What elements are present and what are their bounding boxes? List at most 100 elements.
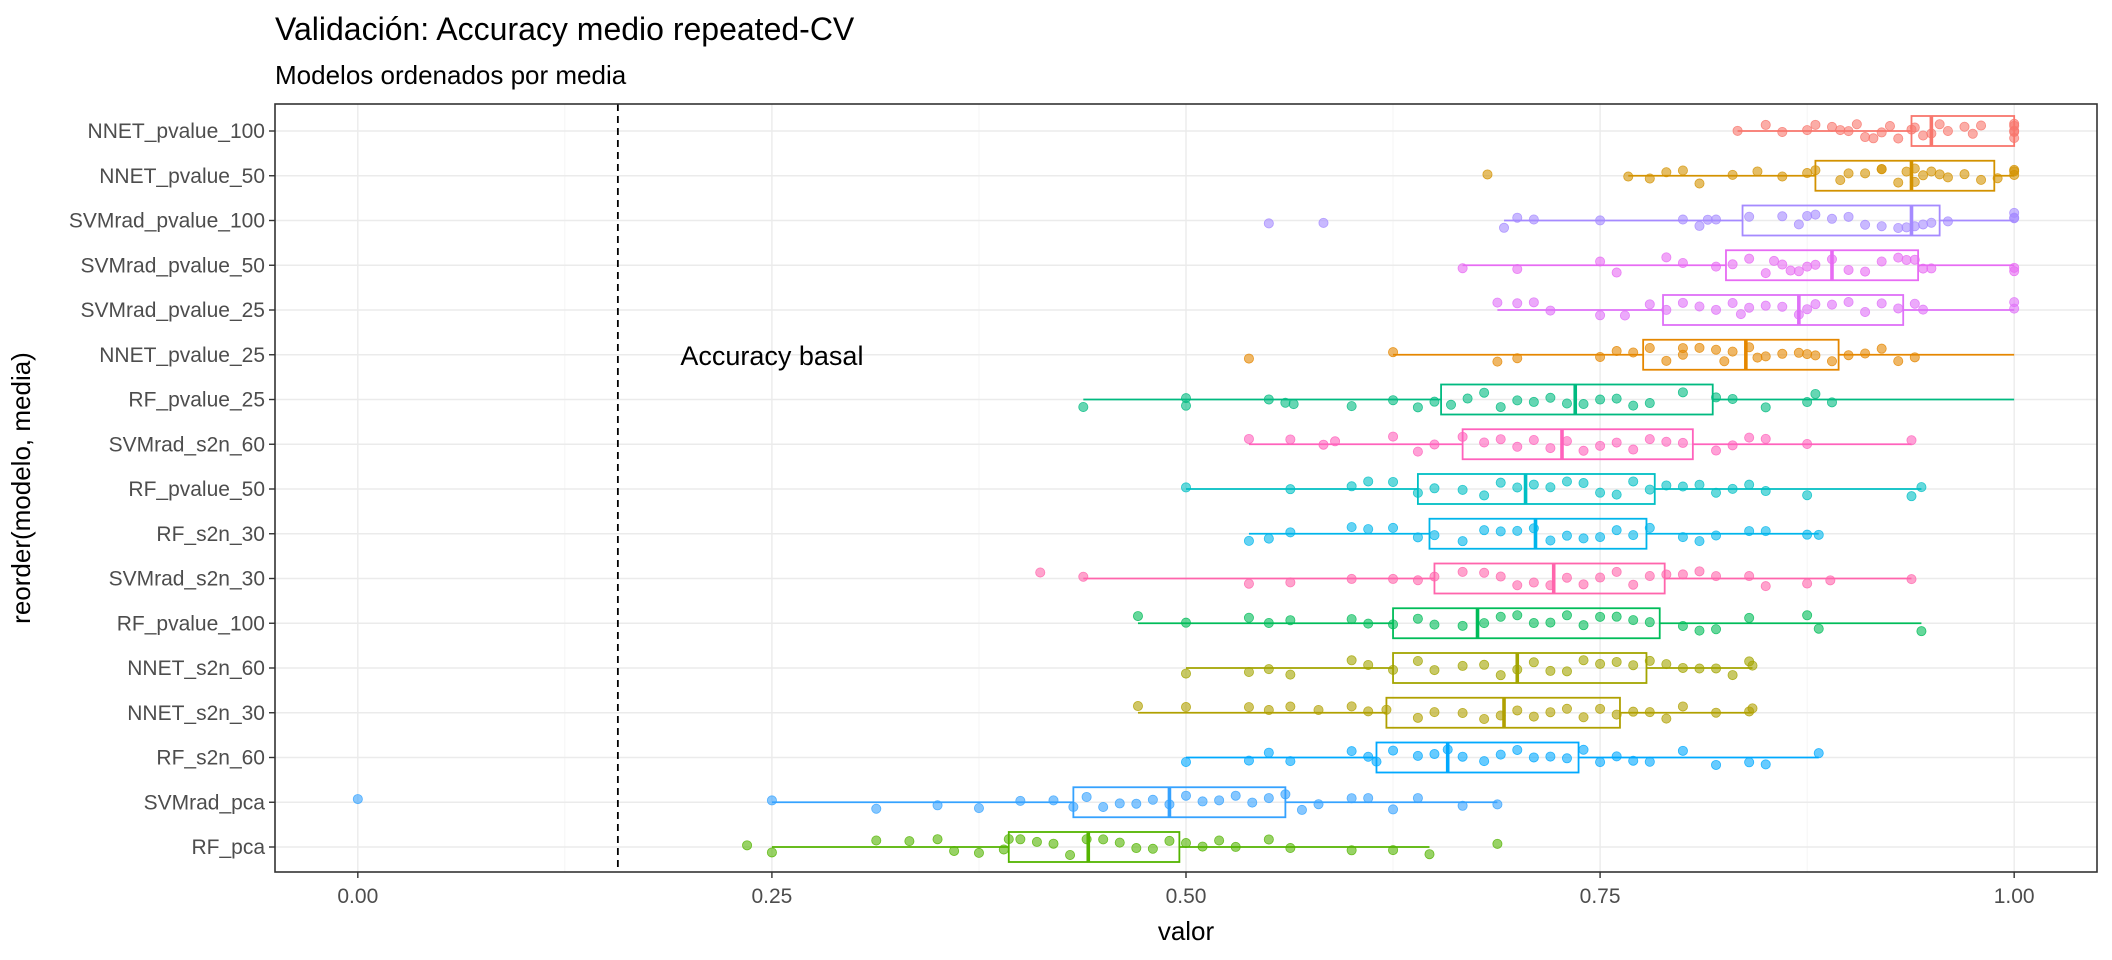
point-RF_s2n_60-24 xyxy=(1711,759,1722,770)
point-SVMrad_s2n_60-0 xyxy=(1243,433,1254,444)
point-SVMrad_s2n_60-20 xyxy=(1677,437,1688,448)
point-NNET_pvalue_100-2 xyxy=(1810,119,1821,130)
point-NNET_pvalue_50-27 xyxy=(1876,164,1887,175)
point-RF_pvalue_50-8 xyxy=(1479,490,1490,501)
point-NNET_pvalue_100-15 xyxy=(1959,121,1970,132)
chart-subtitle: Modelos ordenados por media xyxy=(275,60,627,90)
point-NNET_pvalue_25-8 xyxy=(1661,355,1672,366)
point-SVMrad_pvalue_25-16 xyxy=(1810,299,1821,310)
point-RF_s2n_30-5 xyxy=(1388,522,1399,533)
point-NNET_s2n_30-18 xyxy=(1578,712,1589,723)
point-NNET_pvalue_100-11 xyxy=(1918,130,1929,141)
point-NNET_s2n_60-27 xyxy=(1747,660,1758,671)
point-NNET_pvalue_100-8 xyxy=(1876,127,1887,138)
point-RF_pvalue_25-4 xyxy=(1280,397,1291,408)
ytick-label-SVMrad_pvalue_25: SVMrad_pvalue_25 xyxy=(81,299,265,322)
point-RF_s2n_60-4 xyxy=(1346,746,1357,757)
point-SVMrad_pvalue_25-9 xyxy=(1694,301,1705,312)
point-SVMrad_s2n_30-24 xyxy=(1744,571,1755,582)
point-SVMrad_s2n_30-22 xyxy=(1694,566,1705,577)
point-RF_pvalue_50-3 xyxy=(1363,476,1374,487)
point-SVMrad_pvalue_25-14 xyxy=(1777,301,1788,312)
point-SVMrad_pca-17 xyxy=(1230,790,1241,801)
point-RF_pvalue_50-2 xyxy=(1346,481,1357,492)
point-RF_pvalue_25-24 xyxy=(1711,392,1722,403)
point-RF_s2n_60-3 xyxy=(1285,756,1296,767)
point-SVMrad_pvalue_50-25 xyxy=(1785,265,1796,276)
point-SVMrad_pvalue_50-11 xyxy=(1793,266,1804,277)
point-RF_pvalue_25-15 xyxy=(1528,396,1539,407)
point-SVMrad_pca-18 xyxy=(1247,797,1258,808)
point-SVMrad_s2n_30-7 xyxy=(1429,571,1440,582)
point-RF_s2n_60-20 xyxy=(1611,751,1622,762)
point-SVMrad_pvalue_25-23 xyxy=(1918,304,1929,315)
point-RF_s2n_30-2 xyxy=(1285,527,1296,538)
point-SVMrad_pca-4 xyxy=(973,803,984,814)
point-SVMrad_s2n_60-14 xyxy=(1578,445,1589,456)
point-SVMrad_pvalue_25-8 xyxy=(1677,297,1688,308)
point-SVMrad_s2n_30-11 xyxy=(1512,580,1523,591)
point-NNET_s2n_30-22 xyxy=(1644,707,1655,718)
y-axis-ticks: NNET_pvalue_100 NNET_pvalue_50 SVMrad_pval… xyxy=(69,120,275,859)
point-RF_pca-1 xyxy=(766,847,777,858)
point-RF_pvalue_50-9 xyxy=(1495,477,1506,488)
point-NNET_s2n_60-9 xyxy=(1457,660,1468,671)
point-RF_pca-20 xyxy=(1197,841,1208,852)
point-SVMrad_s2n_30-12 xyxy=(1528,577,1539,588)
x-axis-ticks: 0.00 0.25 0.50 0.75 1.00 xyxy=(337,872,2035,908)
point-RF_pvalue_100-16 xyxy=(1561,610,1572,621)
point-NNET_pvalue_25-16 xyxy=(1793,347,1804,358)
point-RF_pvalue_100-17 xyxy=(1578,620,1589,631)
point-SVMrad_pca-14 xyxy=(1181,790,1192,801)
point-SVMrad_pca-20 xyxy=(1280,789,1291,800)
ytick-label-NNET_pvalue_25: NNET_pvalue_25 xyxy=(99,344,265,367)
point-SVMrad_pvalue_50-4 xyxy=(1661,252,1672,263)
point-RF_s2n_30-3 xyxy=(1346,522,1357,533)
point-SVMrad_pca-28 xyxy=(1492,799,1503,810)
ytick-label-RF_s2n_60: RF_s2n_60 xyxy=(156,747,265,770)
point-RF_pvalue_50-13 xyxy=(1561,476,1572,487)
point-RF_pvalue_50-7 xyxy=(1457,484,1468,495)
point-NNET_pvalue_25-22 xyxy=(1893,356,1904,367)
point-SVMrad_pvalue_50-18 xyxy=(1893,252,1904,263)
box-iqr xyxy=(1725,249,1920,282)
point-RF_s2n_60-14 xyxy=(1512,744,1523,755)
point-SVMrad_pvalue_50-3 xyxy=(1611,267,1622,278)
point-RF_pca-18 xyxy=(1164,835,1175,846)
point-SVMrad_pvalue_50-24 xyxy=(1769,255,1780,266)
point-NNET_s2n_60-11 xyxy=(1495,670,1506,681)
point-RF_pca-22 xyxy=(1230,841,1241,852)
point-SVMrad_pvalue_25-0 xyxy=(1492,297,1503,308)
point-SVMrad_pvalue_100-1 xyxy=(1318,217,1329,228)
point-RF_pvalue_100-21 xyxy=(1644,617,1655,628)
point-RF_pca-27 xyxy=(1424,849,1435,860)
point-NNET_s2n_60-7 xyxy=(1412,656,1423,667)
point-SVMrad_pca-0 xyxy=(352,794,363,805)
point-NNET_s2n_30-3 xyxy=(1263,705,1274,716)
point-SVMrad_pvalue_25-12 xyxy=(1744,302,1755,313)
point-RF_pvalue_25-6 xyxy=(1346,401,1357,412)
point-NNET_s2n_60-5 xyxy=(1363,659,1374,670)
point-NNET_s2n_60-16 xyxy=(1578,655,1589,666)
point-SVMrad_s2n_30-17 xyxy=(1611,566,1622,577)
point-SVMrad_pca-13 xyxy=(1164,799,1175,810)
point-RF_pvalue_100-13 xyxy=(1512,610,1523,621)
point-RF_s2n_30-9 xyxy=(1479,525,1490,536)
point-SVMrad_pvalue_25-22 xyxy=(1909,298,1920,309)
box-SVMrad_pvalue_100 xyxy=(1504,204,2015,237)
point-RF_pvalue_50-1 xyxy=(1285,484,1296,495)
point-SVMrad_pvalue_100-0 xyxy=(1263,218,1274,229)
point-RF_pvalue_100-3 xyxy=(1263,617,1274,628)
point-NNET_pvalue_50-8 xyxy=(1777,171,1788,182)
point-SVMrad_s2n_30-1 xyxy=(1078,571,1089,582)
point-NNET_pvalue_50-18 xyxy=(1918,170,1929,181)
point-SVMrad_pvalue_50-23 xyxy=(2009,266,2020,277)
point-NNET_pvalue_25-11 xyxy=(1711,344,1722,355)
point-NNET_pvalue_50-13 xyxy=(1860,168,1871,179)
point-RF_pvalue_50-28 xyxy=(1916,482,1927,493)
point-RF_pvalue_100-2 xyxy=(1243,612,1254,623)
point-SVMrad_pvalue_50-17 xyxy=(1876,256,1887,267)
point-RF_pvalue_100-26 xyxy=(1802,610,1813,621)
point-RF_pvalue_100-9 xyxy=(1429,619,1440,630)
point-NNET_pvalue_25-2 xyxy=(1492,356,1503,367)
